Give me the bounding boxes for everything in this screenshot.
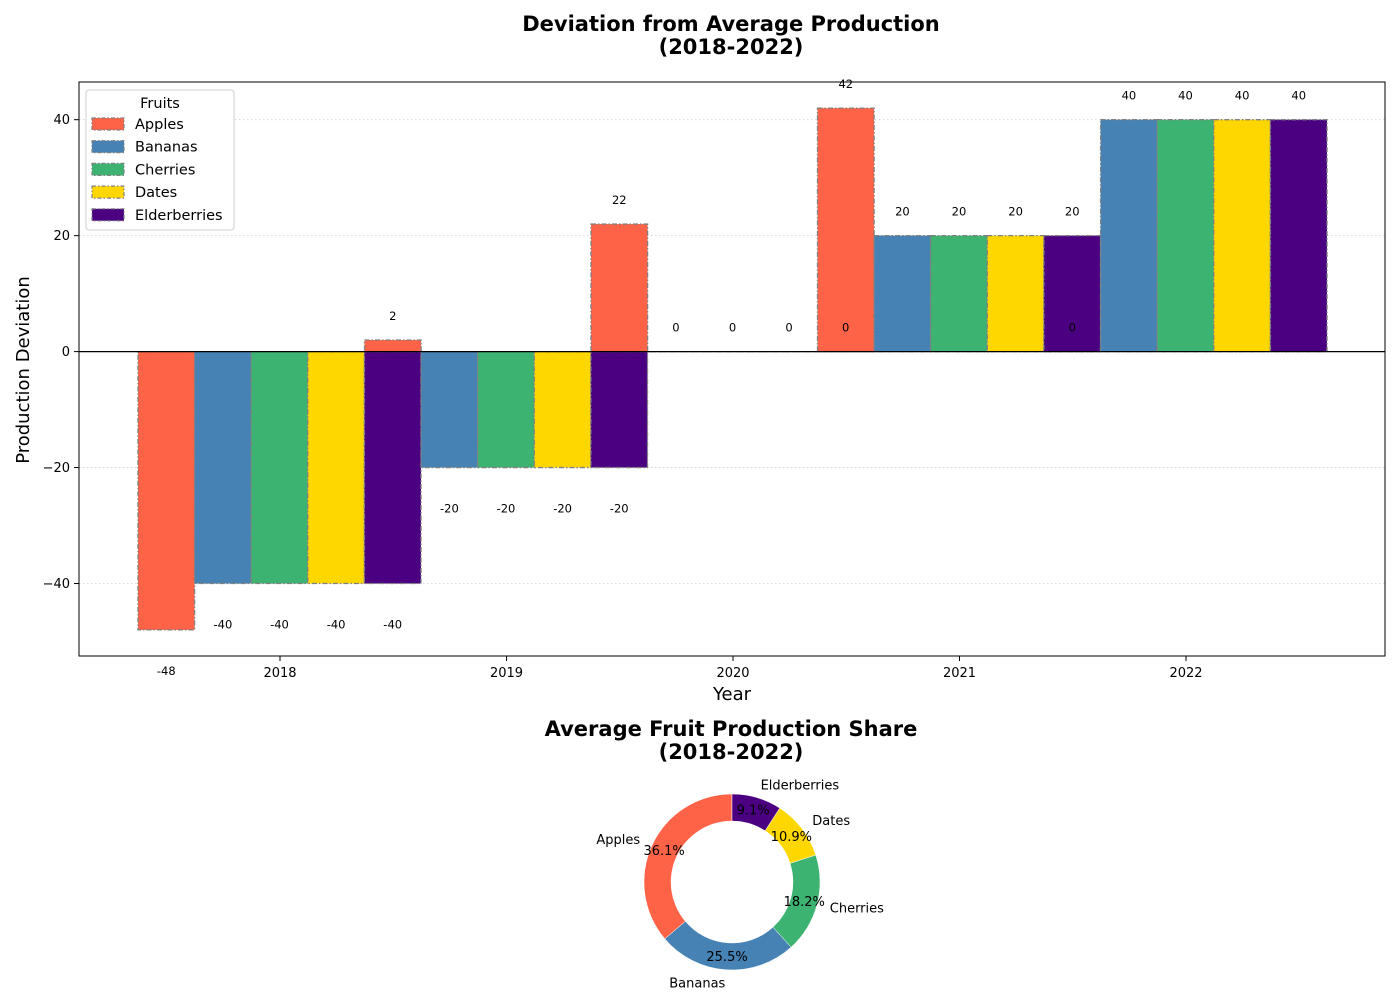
data-label-cherries-2020: 0 [729,321,736,335]
bar-cherries-2019 [477,350,535,469]
data-label-apples-2022: 0 [1069,321,1076,335]
donut-pct-dates: 10.9% [771,830,812,845]
pie-chart-title-line1: Average Fruit Production Share [545,717,918,741]
bar-dates-2019 [533,350,592,469]
bar-bananas-2021 [873,234,932,353]
donut-slice-elderberries [731,793,781,832]
legend-label-dates: Dates [135,185,177,201]
legend-label-bananas: Bananas [135,140,198,156]
data-label-bananas-2022: 40 [1122,89,1137,103]
legend-label-cherries: Cherries [135,162,195,178]
donut-pct-elderberries: 9.1% [737,804,770,819]
donut-pct-bananas: 25.5% [706,950,747,965]
x-tick-label: 2018 [263,666,296,681]
bar-dates-2021 [986,234,1045,353]
bar-elderberries-2019 [590,350,649,469]
data-label-dates-2020: 0 [785,321,792,335]
plot-frame [78,81,1386,657]
bar-bananas-2018 [193,350,252,585]
donut-name-bananas: Bananas [669,976,725,991]
x-tick-label: 2021 [943,666,976,681]
data-label-dates-2018: -40 [327,618,346,632]
bar-dates-2018 [307,350,366,585]
y-axis-ticks: −40 −20 0 20 40 [43,113,79,592]
bar-chart-title-line2: (2018-2022) [659,35,804,59]
bar-apples-2019 [363,339,422,353]
data-label-cherries-2019: -20 [497,502,516,516]
x-tick-label: 2019 [490,666,523,681]
data-label-elderberries-2019: -20 [610,502,629,516]
donut-name-elderberries: Elderberries [761,778,840,793]
bars [137,107,1328,631]
y-axis-label: Production Deviation [13,276,34,464]
data-label-bananas-2020: 0 [672,321,679,335]
bar-elderberries-2018 [363,350,422,585]
bar-bananas-2019 [420,350,479,469]
donut-name-cherries: Cherries [830,902,884,917]
bar-cherries-2022 [1156,119,1215,353]
data-label-cherries-2022: 40 [1178,89,1193,103]
data-label-bananas-2018: -40 [214,618,233,632]
donut-name-apples: Apples [596,833,640,848]
legend-swatch-bananas [91,140,125,154]
y-tick-label: −40 [43,577,70,592]
legend-label-elderberries: Elderberries [135,208,223,224]
data-label-elderberries-2021: 20 [1065,205,1080,219]
legend-swatch-apples [91,117,125,131]
bar-apples-2020 [590,223,649,353]
bar-apples-2021 [816,107,875,353]
legend-title: Fruits [140,96,180,112]
bar-cherries-2018 [250,350,309,585]
legend-label-apples: Apples [135,117,184,133]
data-label-apples-2021: 42 [838,77,853,91]
bar-chart-title-line1: Deviation from Average Production [522,12,940,36]
legend-swatch-dates [91,185,125,199]
bar-cherries-2021 [930,234,988,353]
bar-elderberries-2022 [1269,119,1328,353]
data-label-elderberries-2020: 0 [842,321,849,335]
data-label-elderberries-2022: 40 [1291,89,1306,103]
data-label-apples-2020: 22 [612,193,627,207]
data-label-bananas-2019: -20 [440,502,459,516]
donut-name-dates: Dates [812,814,850,829]
data-label-apples-2019: 2 [389,309,396,323]
x-tick-label: 2020 [716,666,749,681]
bar-apples-2018 [137,350,196,631]
data-label-elderberries-2018: -40 [383,618,402,632]
x-axis-ticks: 2018 2019 2020 2021 2022 [263,656,1203,681]
x-axis-label: Year [712,684,752,705]
pie-chart-title-line2: (2018-2022) [659,740,804,764]
legend: Fruits Apples Bananas Cherries Dates Elderbe… [85,89,235,231]
data-label-dates-2021: 20 [1008,205,1023,219]
donut-chart: 36.1%Apples 25.5% Bananas 18.2% Cherries 10.9… [596,778,884,991]
y-tick-label: 20 [53,229,70,244]
donut-slice-apples [643,793,733,940]
y-tick-label: −20 [43,461,70,476]
y-tick-label: 0 [62,345,70,360]
x-tick-label: 2022 [1169,666,1202,681]
bar-dates-2022 [1213,119,1272,353]
legend-swatch-cherries [91,162,125,176]
legend-swatch-elderberries [91,208,125,222]
data-label-cherries-2021: 20 [952,205,967,219]
legend-items: Apples Bananas Cherries Dates Elderberries [91,117,223,224]
donut-pct-apples: 36.1% [643,844,684,859]
data-label-bananas-2021: 20 [895,205,910,219]
bar-bananas-2022 [1099,119,1158,353]
data-label-dates-2019: -20 [553,502,572,516]
data-label-cherries-2018: -40 [270,618,289,632]
data-label-dates-2022: 40 [1235,89,1250,103]
y-tick-label: 40 [53,113,70,128]
donut-pct-cherries: 18.2% [784,895,825,910]
data-label-apples-2018: -48 [157,664,176,678]
